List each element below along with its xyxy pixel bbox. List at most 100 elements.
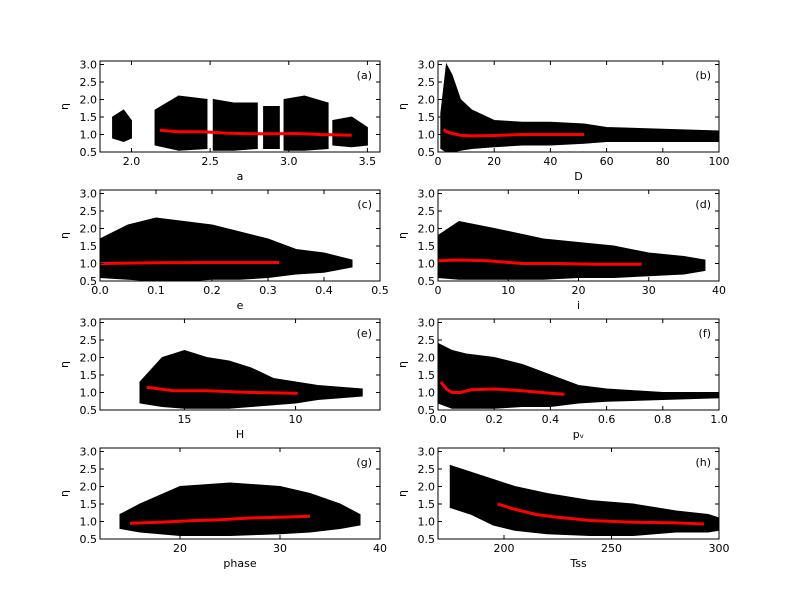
axes-frame [437,318,720,411]
x-tick-label: 40 [373,542,387,555]
x-tick-label: 40 [712,284,726,297]
axes-frame [437,447,720,540]
point-cloud [437,342,720,409]
y-tick-label: 1.5 [80,498,98,511]
x-tick-label: 3.5 [359,155,377,168]
y-tick-label: 1.0 [418,129,436,142]
point-cloud [99,217,353,282]
y-tick-label: 3.0 [418,317,436,330]
point-cloud [440,62,720,153]
y-tick-label: 0.5 [418,533,436,546]
y-tick-label: 1.5 [80,111,98,124]
x-axis-label: e [237,299,244,312]
x-tick-label: 0.4 [315,284,333,297]
x-tick-label: 2.0 [123,155,141,168]
x-tick-label: 0.0 [429,413,447,426]
y-tick-label: 1.5 [418,498,436,511]
point-cloud [112,95,368,151]
y-tick-label: 0.5 [418,146,436,159]
x-axis-label: H [236,428,244,441]
panel-label: (a) [357,69,372,82]
y-tick-label: 1.5 [418,369,436,382]
trend-line [497,502,705,526]
panel-label: (d) [695,198,711,211]
y-tick-label: 2.0 [80,223,98,236]
trend-line [99,260,280,265]
trend-line [437,258,642,266]
y-tick-label: 2.0 [80,481,98,494]
trend-line [146,385,298,395]
y-tick-label: 2.5 [80,334,98,347]
trend-line [159,128,352,137]
x-tick-label: 0.3 [259,284,277,297]
y-axis-label: η [58,490,71,497]
y-axis-label: η [396,103,409,110]
trend-line [129,514,311,525]
x-axis-label: Tss [569,557,587,570]
axes-frame [99,318,381,411]
x-tick-label: 0 [435,284,442,297]
x-tick-label: 300 [709,542,730,555]
y-tick-label: 1.0 [418,258,436,271]
y-tick-label: 2.0 [418,94,436,107]
axes-frame [437,60,720,153]
axes-frame [99,60,381,153]
y-axis-label: η [58,361,71,368]
x-tick-label: 100 [709,155,730,168]
panel-label: (b) [695,69,711,82]
trend-line [442,128,585,138]
y-tick-label: 3.0 [80,446,98,459]
y-tick-label: 2.0 [418,223,436,236]
x-axis-label: D [574,170,582,183]
x-tick-label: 0.4 [542,413,560,426]
x-tick-label: 60 [600,155,614,168]
panel-label: (e) [357,327,372,340]
y-tick-label: 0.5 [80,404,98,417]
y-tick-label: 1.0 [418,387,436,400]
y-tick-label: 1.0 [80,129,98,142]
x-tick-label: 40 [543,155,557,168]
y-tick-label: 3.0 [418,188,436,201]
x-tick-label: 3.0 [280,155,298,168]
y-axis-label: η [58,232,71,239]
point-cloud [139,349,363,409]
y-tick-label: 1.5 [80,240,98,253]
x-axis-label: pᵥ [573,428,585,441]
y-tick-label: 0.5 [418,404,436,417]
y-tick-label: 1.0 [80,258,98,271]
y-tick-label: 2.0 [80,94,98,107]
y-tick-label: 2.5 [80,463,98,476]
x-tick-label: 30 [273,542,287,555]
y-tick-label: 0.5 [80,146,98,159]
y-tick-label: 2.0 [418,352,436,365]
x-tick-label: 20 [487,155,501,168]
y-tick-label: 2.5 [418,205,436,218]
y-axis-label: η [396,232,409,239]
x-tick-label: 0.8 [654,413,672,426]
y-axis-label: η [58,103,71,110]
y-axis-label: η [396,361,409,368]
x-tick-label: 0.2 [203,284,221,297]
y-tick-label: 0.5 [80,533,98,546]
y-tick-label: 2.5 [80,205,98,218]
y-tick-label: 2.5 [418,76,436,89]
y-tick-label: 0.5 [80,275,98,288]
y-tick-label: 2.5 [418,334,436,347]
y-tick-label: 3.0 [80,317,98,330]
axes-frame [99,189,381,282]
x-tick-label: 0.1 [147,284,165,297]
y-tick-label: 2.0 [418,481,436,494]
y-tick-label: 3.0 [80,188,98,201]
x-tick-label: 80 [656,155,670,168]
y-tick-label: 1.0 [80,516,98,529]
panel-label: (h) [695,456,711,469]
x-axis-label: a [237,170,244,183]
y-tick-label: 3.0 [418,59,436,72]
x-tick-label: 30 [642,284,656,297]
y-tick-label: 3.0 [80,59,98,72]
y-axis-label: η [396,490,409,497]
x-axis-label: phase [223,557,256,570]
point-cloud [449,464,720,536]
y-tick-label: 1.5 [418,111,436,124]
